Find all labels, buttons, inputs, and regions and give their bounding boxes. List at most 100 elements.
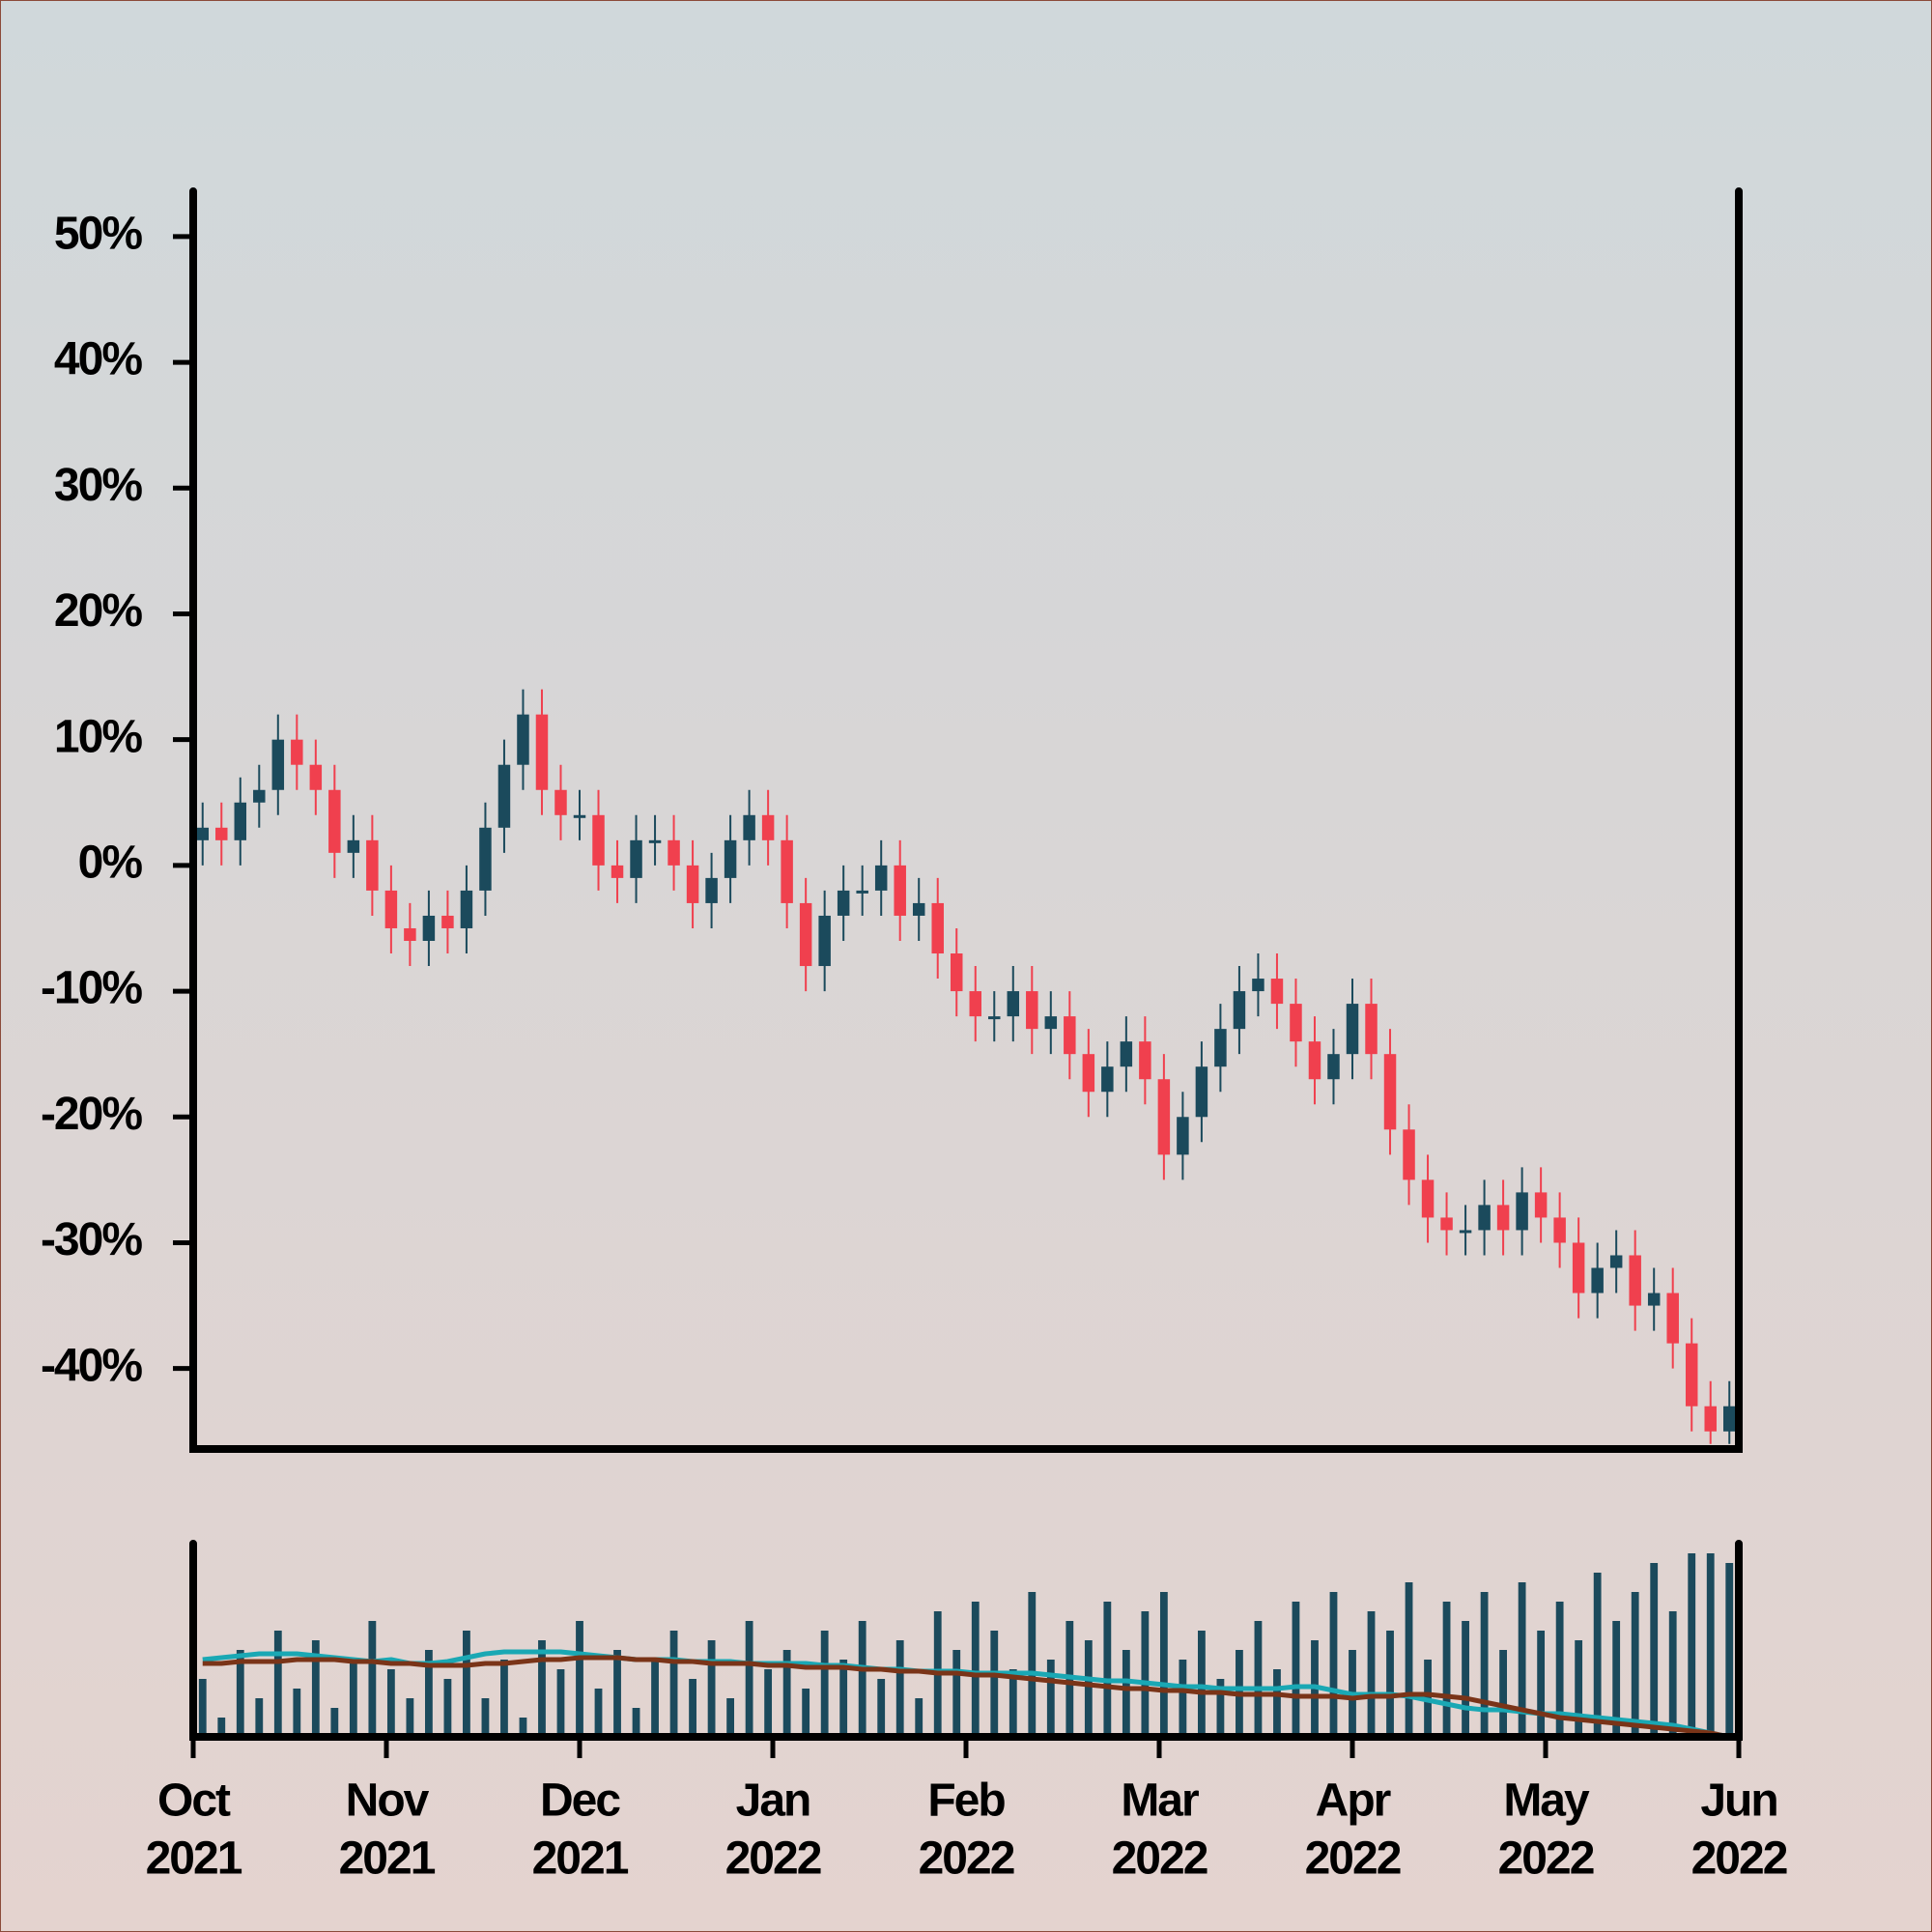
volume-bar: [1725, 1563, 1734, 1737]
x-tick-year: 2022: [1305, 1833, 1401, 1885]
candle-body: [705, 877, 718, 903]
candle-body: [1120, 1041, 1133, 1067]
candle-body: [1553, 1217, 1566, 1243]
volume-bar: [1612, 1621, 1621, 1737]
candle-body: [366, 839, 379, 891]
volume-bar: [1084, 1640, 1093, 1737]
candle-body: [743, 814, 755, 840]
y-tick-label: 10%: [54, 711, 142, 762]
volume-bar: [576, 1621, 583, 1737]
volume-bar: [1009, 1669, 1017, 1737]
x-tick-year: 2021: [146, 1833, 242, 1885]
candle-body: [1327, 1054, 1340, 1080]
candle-body: [347, 839, 360, 853]
candle-body: [1195, 1066, 1208, 1118]
candle-body: [1685, 1343, 1698, 1406]
candle-body: [648, 839, 662, 843]
volume-bar: [1273, 1669, 1281, 1737]
volume-bar: [895, 1640, 904, 1737]
volume-bar: [330, 1708, 339, 1737]
volume-bar: [1141, 1611, 1150, 1737]
plot-layer: -40% -30% -20% -10% 0% 10% 20% 30% 40% 50% Oct 2021…: [41, 209, 1789, 1885]
x-tick-year: 2022: [1691, 1833, 1787, 1885]
candle-body: [951, 953, 963, 992]
candle-body: [535, 714, 549, 790]
y-tick-label: -10%: [41, 963, 142, 1014]
x-tick-year: 2021: [532, 1833, 629, 1885]
x-tick-month: Nov: [346, 1776, 430, 1827]
y-tick-label: -40%: [41, 1340, 142, 1391]
volume-bar: [1499, 1650, 1507, 1737]
x-tick-month: May: [1503, 1776, 1590, 1827]
candle-body: [234, 802, 247, 840]
candle-body: [1591, 1267, 1604, 1293]
volume-bar: [858, 1621, 867, 1737]
x-tick-month: Apr: [1316, 1776, 1391, 1827]
volume-bar: [1329, 1592, 1338, 1737]
candle-body: [1629, 1255, 1641, 1306]
volume-bar: [594, 1689, 603, 1737]
volume-bar: [500, 1660, 508, 1737]
candle-body: [1026, 991, 1038, 1030]
volume-bar: [1122, 1650, 1130, 1737]
candle-body: [1496, 1205, 1510, 1231]
candle-body: [761, 814, 775, 840]
volume-spine: [189, 1540, 1743, 1741]
volume-bar: [349, 1660, 357, 1737]
x-tick-month: Mar: [1121, 1776, 1199, 1827]
volume-bar: [1650, 1563, 1659, 1737]
x-tick-year: 2022: [919, 1833, 1014, 1885]
candle-body: [404, 927, 416, 941]
volume-bar: [1046, 1660, 1055, 1737]
x-tick-year: 2021: [339, 1833, 436, 1885]
volume-bar: [1688, 1553, 1696, 1737]
candle-body: [1704, 1406, 1717, 1432]
candle-body: [573, 814, 586, 818]
candle-body: [611, 865, 624, 878]
volume-bar: [745, 1621, 753, 1737]
candle-body: [894, 865, 906, 916]
volume-bar: [1706, 1553, 1715, 1737]
candle-body: [912, 902, 925, 916]
y-tick-label: 20%: [54, 585, 142, 637]
candle-body: [1157, 1079, 1171, 1155]
main-spine: [189, 187, 1743, 1453]
candle-body: [1007, 991, 1020, 1017]
candle-body: [215, 827, 228, 840]
candle-body: [271, 739, 285, 790]
candle-body: [253, 789, 266, 803]
y-tick-label: 30%: [54, 460, 142, 511]
candle-body: [874, 865, 888, 891]
candle-body: [1383, 1054, 1397, 1130]
volume-bar: [463, 1631, 470, 1737]
candle-body: [1647, 1293, 1661, 1306]
candle-body: [1101, 1066, 1114, 1093]
candle-body: [196, 827, 209, 840]
candle-body: [818, 915, 831, 967]
volume-bar: [1537, 1631, 1546, 1737]
x-tick-month: Jan: [736, 1776, 810, 1827]
candle-body: [1270, 979, 1284, 1005]
candle-body: [1082, 1054, 1095, 1093]
candle-body: [1139, 1041, 1151, 1080]
candle-body: [517, 714, 529, 765]
candle-body: [497, 764, 511, 828]
candle-body: [1723, 1406, 1736, 1432]
volume-bar: [1405, 1582, 1413, 1737]
candle-body: [856, 890, 868, 894]
candle-body: [1440, 1217, 1453, 1231]
candle-body: [1177, 1117, 1189, 1155]
volume-bar: [1254, 1621, 1263, 1737]
volume-bar: [820, 1631, 829, 1737]
candle-body: [1308, 1041, 1321, 1080]
candle-body: [422, 915, 436, 941]
volume-bar: [1462, 1621, 1469, 1737]
volume-bar: [1442, 1602, 1451, 1737]
candle-body: [1459, 1230, 1472, 1234]
volume-bar: [613, 1650, 621, 1737]
volume-bar: [1555, 1602, 1564, 1737]
volume-bar: [1028, 1592, 1037, 1737]
volume-bar: [1103, 1602, 1112, 1737]
x-tick-year: 2022: [1112, 1833, 1208, 1885]
